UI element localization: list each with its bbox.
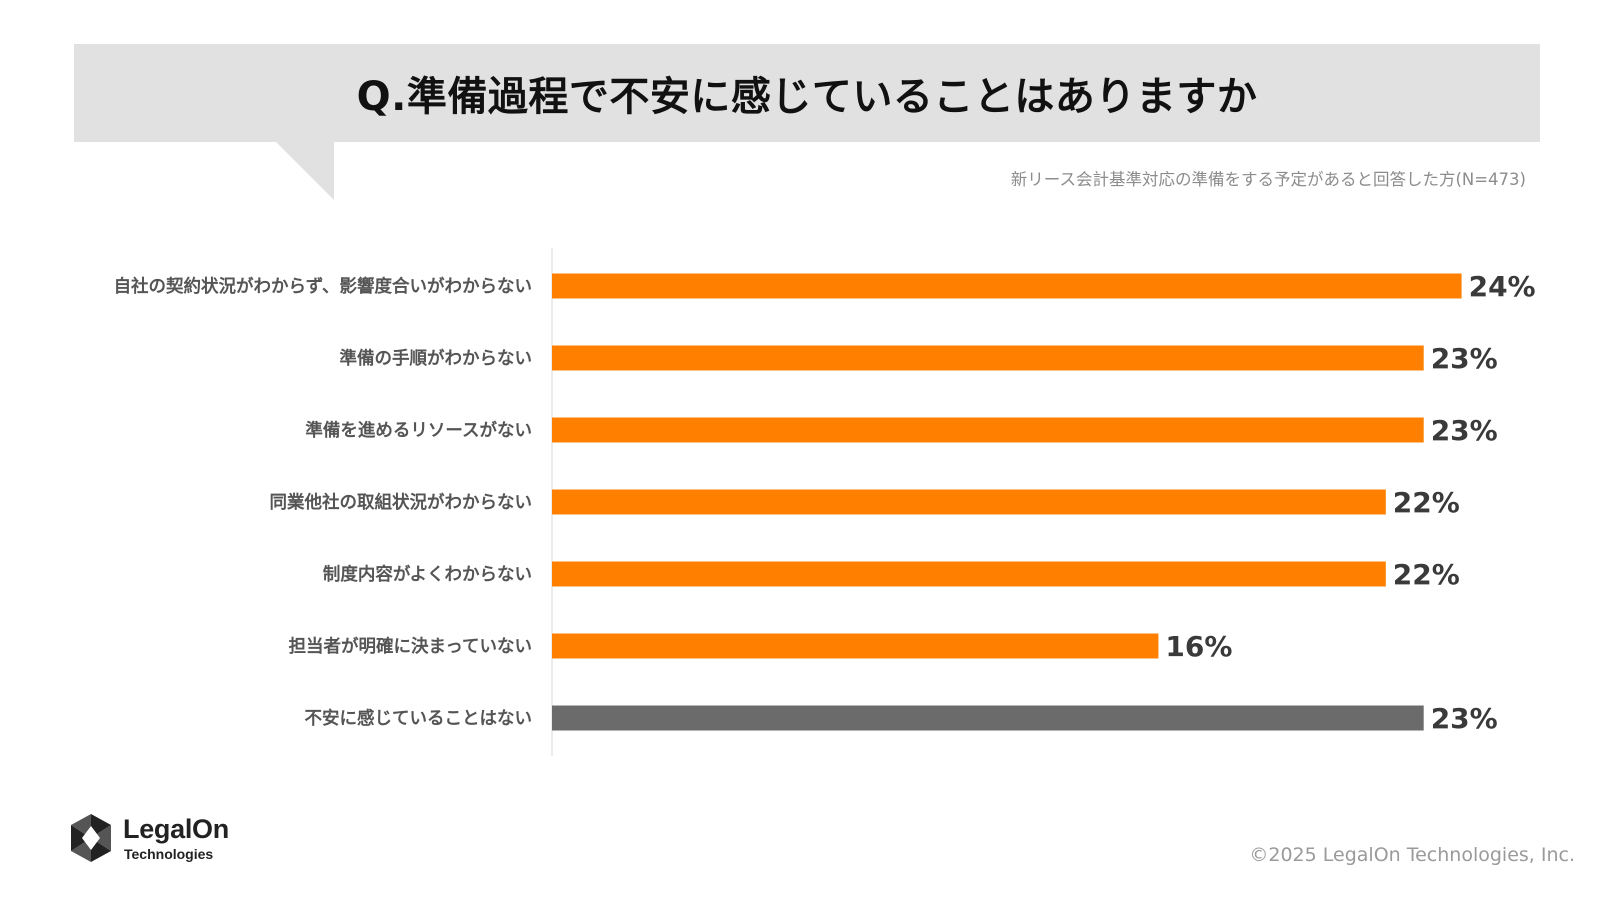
bar-chart: 自社の契約状況がわからず、影響度合いがわからない 24% 準備の手順がわからない 23… bbox=[114, 248, 1536, 756]
bar bbox=[552, 633, 1159, 659]
value-label: 23% bbox=[1431, 414, 1498, 447]
bar bbox=[552, 705, 1424, 731]
bar bbox=[552, 561, 1386, 587]
value-label: 22% bbox=[1393, 558, 1460, 591]
copyright: ©2025 LegalOn Technologies, Inc. bbox=[1249, 844, 1575, 866]
bar bbox=[552, 345, 1424, 371]
category-label: 自社の契約状況がわからず、影響度合いがわからない bbox=[114, 276, 532, 297]
category-label: 担当者が明確に決まっていない bbox=[289, 636, 532, 657]
category-label: 制度内容がよくわからない bbox=[323, 564, 532, 585]
legalon-logo-icon bbox=[71, 814, 111, 862]
bar bbox=[552, 417, 1424, 443]
value-label: 23% bbox=[1431, 702, 1498, 735]
category-label: 準備を進めるリソースがない bbox=[305, 420, 532, 441]
value-label: 16% bbox=[1165, 630, 1232, 663]
logo-subtitle: Technologies bbox=[124, 846, 214, 862]
category-label: 同業他社の取組状況がわからない bbox=[270, 492, 533, 513]
page-title: Q.準備過程で不安に感じていることはありますか bbox=[356, 74, 1258, 120]
chart-subtitle: 新リース会計基準対応の準備をする予定があると回答した方(N=473) bbox=[1010, 170, 1526, 189]
bar bbox=[552, 273, 1462, 299]
value-label: 22% bbox=[1393, 486, 1460, 519]
value-label: 24% bbox=[1469, 270, 1536, 303]
company-logo: LegalOn Technologies bbox=[66, 812, 266, 868]
bar bbox=[552, 489, 1386, 515]
title-banner bbox=[74, 44, 1540, 142]
value-label: 23% bbox=[1431, 342, 1498, 375]
category-label: 準備の手順がわからない bbox=[340, 348, 533, 369]
logo-name: LegalOn bbox=[123, 814, 229, 844]
speech-bubble-tail bbox=[274, 140, 334, 200]
category-label: 不安に感じていることはない bbox=[305, 708, 533, 729]
